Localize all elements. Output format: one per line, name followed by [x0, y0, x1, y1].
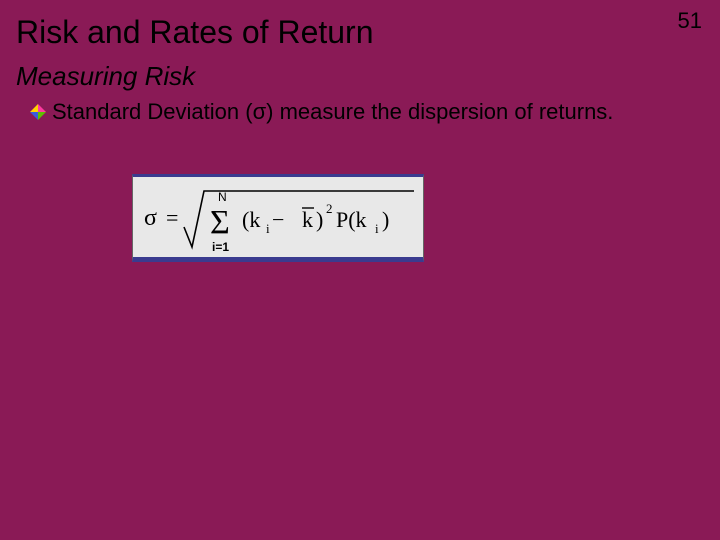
- prob-open: P(k: [336, 207, 367, 232]
- term-sub-i: i: [266, 221, 270, 236]
- slide: 51 Risk and Rates of Return Measuring Ri…: [0, 0, 720, 540]
- sum-lower: i=1: [212, 240, 229, 254]
- term-exp: 2: [326, 201, 333, 216]
- bullet-text-b: ) measure the dispersion of returns.: [266, 99, 613, 124]
- term-close: ): [316, 207, 323, 232]
- term-minus: −: [272, 207, 284, 232]
- formula-box: σ = Σ N i=1 (k i − k ) 2 P(k i ): [132, 174, 424, 262]
- bullet-text: Standard Deviation (σ) measure the dispe…: [52, 98, 613, 126]
- summation-icon: Σ: [210, 204, 230, 241]
- diamond-icon: [30, 104, 46, 120]
- slide-subtitle: Measuring Risk: [16, 61, 704, 92]
- bullet-text-a: Standard Deviation (: [52, 99, 253, 124]
- bullet-row: Standard Deviation (σ) measure the dispe…: [30, 98, 704, 126]
- formula-svg: σ = Σ N i=1 (k i − k ) 2 P(k i ): [138, 177, 418, 257]
- slide-title: Risk and Rates of Return: [16, 14, 704, 51]
- term-open: (k: [242, 207, 260, 232]
- sigma-glyph: σ: [253, 99, 267, 124]
- formula-lhs: σ: [144, 205, 157, 231]
- formula-body: (k i − k ) 2 P(k i ): [242, 201, 389, 236]
- prob-sub-i: i: [375, 221, 379, 236]
- prob-close: ): [382, 207, 389, 232]
- page-number: 51: [678, 8, 702, 34]
- term-kbar: k: [302, 207, 313, 232]
- sum-upper: N: [218, 190, 227, 204]
- formula-equals: =: [166, 205, 178, 230]
